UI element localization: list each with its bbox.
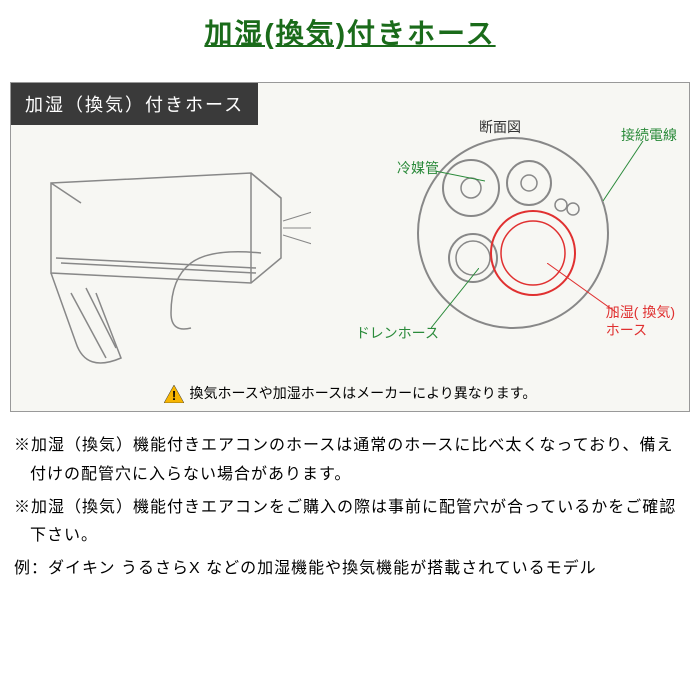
- svg-text:!: !: [171, 388, 175, 403]
- drain-line: [431, 268, 479, 328]
- warning-text: 換気ホースや加湿ホースはメーカーにより異なります。: [189, 385, 536, 401]
- humidify-line: [547, 263, 617, 313]
- note-2: ※加湿（換気）機能付きエアコンをご購入の際は事前に配管穴が合っているかをご確認下…: [14, 494, 686, 552]
- page-title: 加湿(換気)付きホース: [0, 0, 700, 82]
- refrigerant-line: [435, 165, 485, 183]
- note-3: 例：ダイキン うるさらX などの加湿機能や換気機能が搭載されているモデル: [14, 555, 686, 584]
- diagram-container: 加湿（換気）付きホース 断面図 冷媒管: [10, 82, 690, 412]
- section-label: 断面図: [479, 117, 521, 137]
- warning-icon: !: [164, 385, 184, 403]
- wire-line: [603, 141, 653, 201]
- refrigerant-label: 冷媒管: [397, 158, 439, 178]
- warning-note: ! 換気ホースや加湿ホースはメーカーにより異なります。: [11, 383, 689, 403]
- notes-section: ※加湿（換気）機能付きエアコンのホースは通常のホースに比べ太くなっており、備え付…: [14, 432, 686, 584]
- diagram-header: 加湿（換気）付きホース: [11, 83, 258, 125]
- drain-label: ドレンホース: [356, 323, 439, 343]
- ac-unit-illustration: [31, 163, 311, 383]
- note-1: ※加湿（換気）機能付きエアコンのホースは通常のホースに比べ太くなっており、備え付…: [14, 432, 686, 490]
